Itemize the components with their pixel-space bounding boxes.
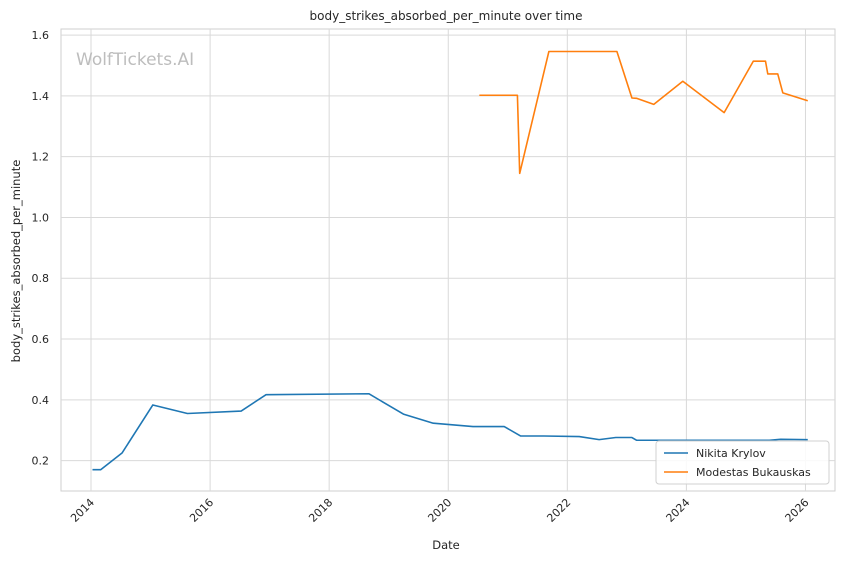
y-tick-labels: 0.2 0.4 0.6 0.8 1.0 1.2 1.4 1.6 [32,29,50,468]
x-tick-label: 2018 [306,496,335,525]
y-tick-label: 1.6 [32,29,50,42]
y-tick-label: 0.2 [32,455,50,468]
x-tick-labels: 2014 2016 2018 2020 2022 2024 2026 [68,496,811,525]
legend-label-nikita-krylov: Nikita Krylov [696,447,766,460]
legend-label-modestas-bukauskas: Modestas Bukauskas [696,466,811,479]
x-tick-label: 2020 [425,496,454,525]
y-tick-label: 1.4 [32,90,50,103]
series-layer [92,50,809,471]
legend: Nikita Krylov Modestas Bukauskas [655,440,830,485]
y-tick-label: 0.4 [32,394,50,407]
watermark: WolfTickets.AI [76,50,194,70]
x-tick-label: 2014 [68,496,97,525]
y-tick-label: 1.2 [32,151,50,164]
grid-lines [61,29,835,491]
y-tick-label: 1.0 [32,211,50,224]
series-line-modestas-bukauskas [479,50,809,175]
y-axis-label: body_strikes_absorbed_per_minute [9,160,23,363]
x-tick-label: 2024 [664,496,693,525]
x-tick-label: 2026 [783,496,812,525]
x-axis-label: Date [432,538,460,552]
y-tick-label: 0.6 [32,333,50,346]
y-tick-label: 0.8 [32,272,50,285]
x-tick-label: 2022 [544,496,573,525]
series-line-nikita-krylov [92,392,808,471]
legend-box [655,440,830,485]
x-tick-label: 2016 [187,496,216,525]
chart-title: body_strikes_absorbed_per_minute over ti… [310,9,583,23]
